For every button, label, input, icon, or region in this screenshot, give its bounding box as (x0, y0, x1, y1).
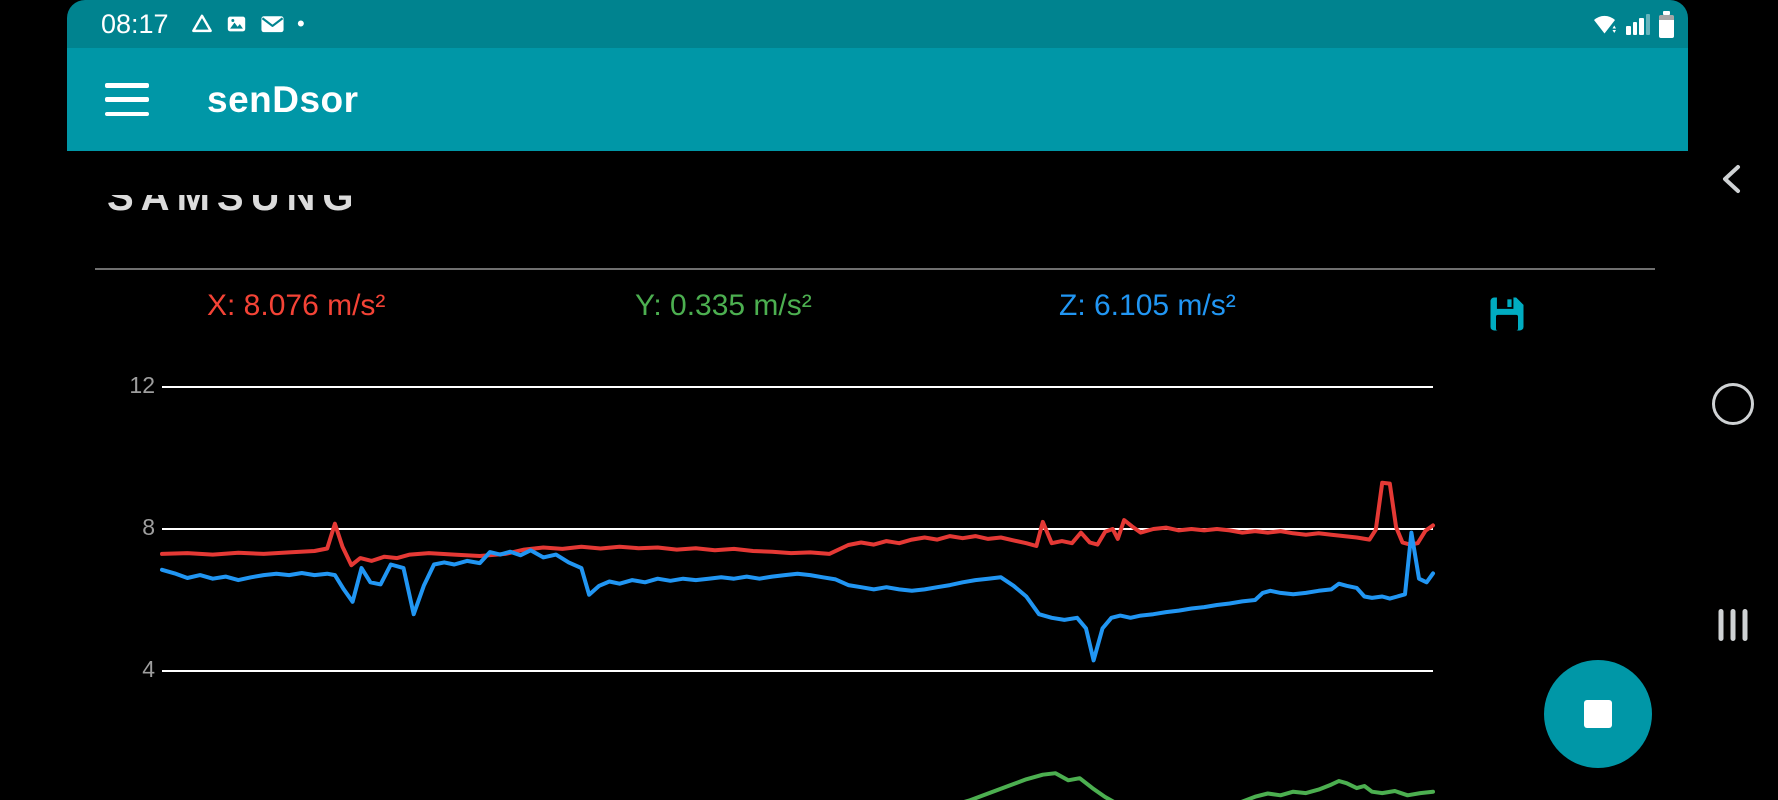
floppy-disk-icon (1490, 297, 1524, 331)
notification-dot: • (297, 11, 305, 36)
app-title: senDsor (207, 78, 359, 120)
back-chevron-icon (1723, 165, 1740, 193)
battery-icon (1659, 10, 1674, 38)
nav-home-button[interactable] (1712, 383, 1754, 425)
home-circle-icon (1712, 383, 1754, 425)
app-bar: senDsor (67, 48, 1688, 151)
wifi-icon (1594, 15, 1616, 33)
section-divider (95, 268, 1655, 270)
photo-icon (227, 16, 246, 32)
stop-recording-fab[interactable] (1544, 660, 1652, 768)
y-axis-tick-label: 4 (142, 656, 155, 682)
status-notification-icons: • (191, 0, 305, 48)
android-nav-bar (1688, 0, 1778, 800)
drive-icon (192, 14, 212, 33)
save-button[interactable] (1485, 292, 1529, 336)
recents-bar-icon (1730, 609, 1736, 641)
nav-back-button[interactable] (1716, 162, 1750, 201)
y-axis-tick-label: 8 (142, 514, 155, 540)
y-axis-tick-label: 12 (129, 372, 155, 398)
clock: 08:17 (101, 9, 169, 39)
status-system-icons (1592, 0, 1674, 48)
clipped-heading: SAMSUNG (107, 195, 361, 219)
reading-y: Y: 0.335 m/s² (635, 289, 812, 322)
mail-icon (261, 16, 284, 33)
hamburger-menu-icon[interactable] (105, 83, 149, 116)
stop-square-icon (1584, 700, 1612, 728)
reading-x: X: 8.076 m/s² (207, 289, 386, 322)
reading-z: Z: 6.105 m/s² (1059, 289, 1236, 322)
signal-icon (1626, 13, 1650, 35)
chart-area: SAMSUNG X: 8.076 m/s² Y: 0.335 m/s² Z: 6… (67, 151, 1688, 800)
chart-svg (160, 386, 1435, 800)
status-bar: 08:17 • (67, 0, 1688, 48)
recents-bar-icon (1718, 609, 1724, 641)
recents-bar-icon (1742, 609, 1748, 641)
nav-recents-button[interactable] (1718, 609, 1748, 641)
